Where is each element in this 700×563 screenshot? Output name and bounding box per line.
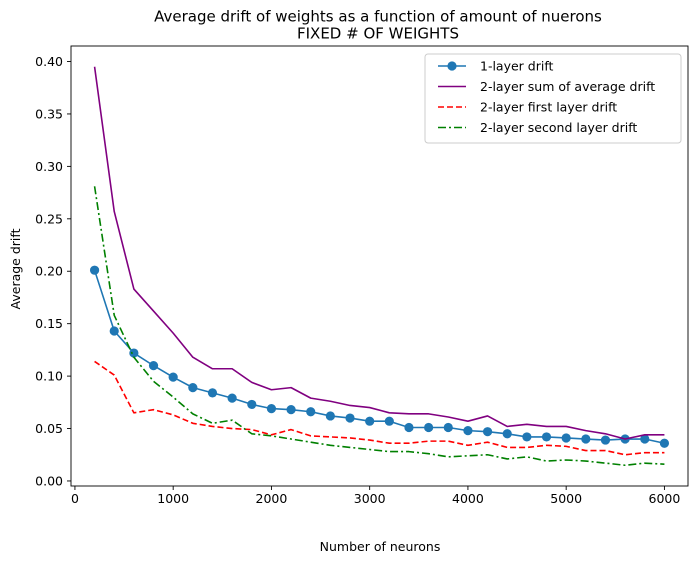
chart-title: Average drift of weights as a function o… xyxy=(154,8,602,26)
data-point xyxy=(129,348,139,358)
x-tick-label: 2000 xyxy=(256,491,288,506)
data-point xyxy=(168,372,178,382)
series-1 xyxy=(89,265,670,448)
x-tick-label: 6000 xyxy=(649,491,681,506)
series-3 xyxy=(94,360,665,456)
axes: 0 1000 2000 3000 4000 5000 6000 0.00 0.05 0.10 0.1… xyxy=(35,45,689,506)
x-tick-label: 4000 xyxy=(452,491,484,506)
data-point xyxy=(188,383,198,393)
data-point xyxy=(148,361,159,371)
data-point xyxy=(365,416,375,426)
data-point xyxy=(581,434,591,444)
data-point xyxy=(286,405,296,415)
y-tick-label: 0.05 xyxy=(35,421,63,436)
data-point xyxy=(247,399,257,410)
data-point xyxy=(306,407,316,417)
data-point xyxy=(384,416,394,426)
y-tick-label: 0.20 xyxy=(35,264,63,279)
series-line xyxy=(93,186,665,467)
legend-box xyxy=(424,53,682,144)
data-point xyxy=(659,438,670,448)
legend: 1-layer drift 2-layer sum of average drif… xyxy=(424,53,682,144)
data-point xyxy=(345,413,355,423)
y-tick-label: 0.10 xyxy=(35,369,63,384)
data-point xyxy=(482,427,493,437)
y-axis-title: Average drift xyxy=(8,228,23,309)
x-tick-label: 5000 xyxy=(550,491,582,506)
data-point xyxy=(424,422,434,433)
x-tick-label: 1000 xyxy=(157,491,189,506)
x-tick-label: 3000 xyxy=(354,491,386,506)
y-tick-label: 0.35 xyxy=(35,106,63,121)
data-point xyxy=(266,404,277,414)
data-point xyxy=(502,429,512,439)
plot-area xyxy=(89,66,670,467)
data-point xyxy=(640,434,650,444)
data-point xyxy=(443,422,453,433)
data-point xyxy=(89,265,100,275)
chart-subtitle: FIXED # OF WEIGHTS xyxy=(297,25,459,43)
y-tick-label: 0.15 xyxy=(35,316,63,331)
x-axis-title: Number of neurons xyxy=(320,539,441,554)
data-point xyxy=(600,435,611,445)
data-point xyxy=(227,393,237,403)
y-tick-label: 0.25 xyxy=(35,211,63,226)
legend-label: 2-layer first layer drift xyxy=(480,100,617,115)
legend-marker xyxy=(447,61,457,71)
data-point xyxy=(404,422,414,433)
series-2 xyxy=(93,66,665,440)
data-point xyxy=(561,433,571,443)
legend-label: 2-layer sum of average drift xyxy=(480,79,655,94)
series-4 xyxy=(93,186,665,467)
series-line xyxy=(94,360,665,456)
series-line xyxy=(93,66,665,440)
data-point xyxy=(325,411,335,421)
data-point xyxy=(541,432,552,442)
data-point xyxy=(109,326,119,336)
data-point xyxy=(463,426,473,436)
data-point xyxy=(207,388,218,398)
legend-label: 2-layer second layer drift xyxy=(480,120,637,135)
data-point xyxy=(522,432,532,442)
x-tick-label: 0 xyxy=(71,491,79,506)
legend-label: 1-layer drift xyxy=(480,59,554,74)
y-tick-label: 0.00 xyxy=(35,473,63,488)
y-tick-label: 0.30 xyxy=(35,159,63,174)
y-tick-label: 0.40 xyxy=(35,54,63,69)
plot-frame xyxy=(70,45,689,487)
